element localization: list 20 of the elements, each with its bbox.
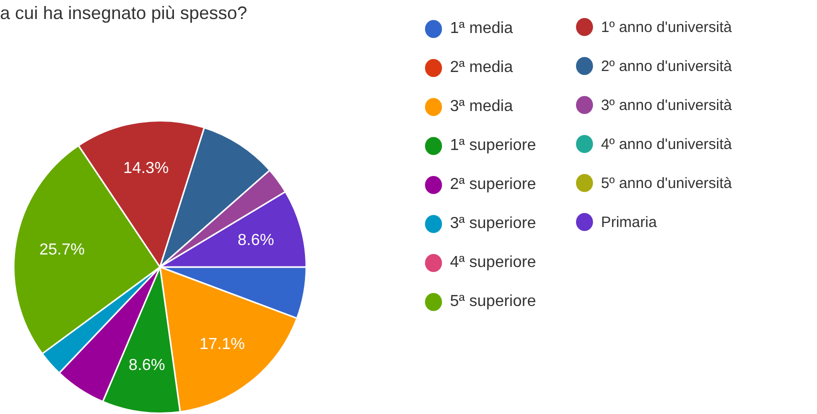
legend-label: 3ª superiore — [450, 215, 536, 233]
legend-label: 3º anno d'università — [600, 96, 732, 114]
legend-label: 1º anno d'università — [600, 18, 732, 36]
legend-label: 1ª media — [450, 20, 513, 38]
legend-label: 4º anno d'università — [600, 136, 732, 152]
legend-label: Primaria — [600, 214, 657, 230]
data-label: 8.6% — [128, 356, 166, 374]
data-label: 14.3% — [123, 160, 169, 177]
legend-label: 5ª superiore — [450, 293, 536, 311]
legend-label: 4ª superiore — [450, 254, 536, 272]
legend-label: 3ª media — [450, 98, 513, 116]
data-label: 17.1% — [199, 336, 245, 354]
data-label: 25.7% — [39, 241, 85, 258]
legend-label: 2ª media — [450, 59, 513, 77]
legend-label: 5º anno d'università — [600, 174, 732, 192]
data-label: 8.6% — [238, 232, 274, 249]
legend-label: 1ª superiore — [450, 137, 536, 155]
chart-title: a cui ha insegnato più spesso? — [0, 2, 248, 24]
legend-label: 2º anno d'università — [600, 58, 732, 74]
legend-label: 2ª superiore — [450, 176, 536, 194]
